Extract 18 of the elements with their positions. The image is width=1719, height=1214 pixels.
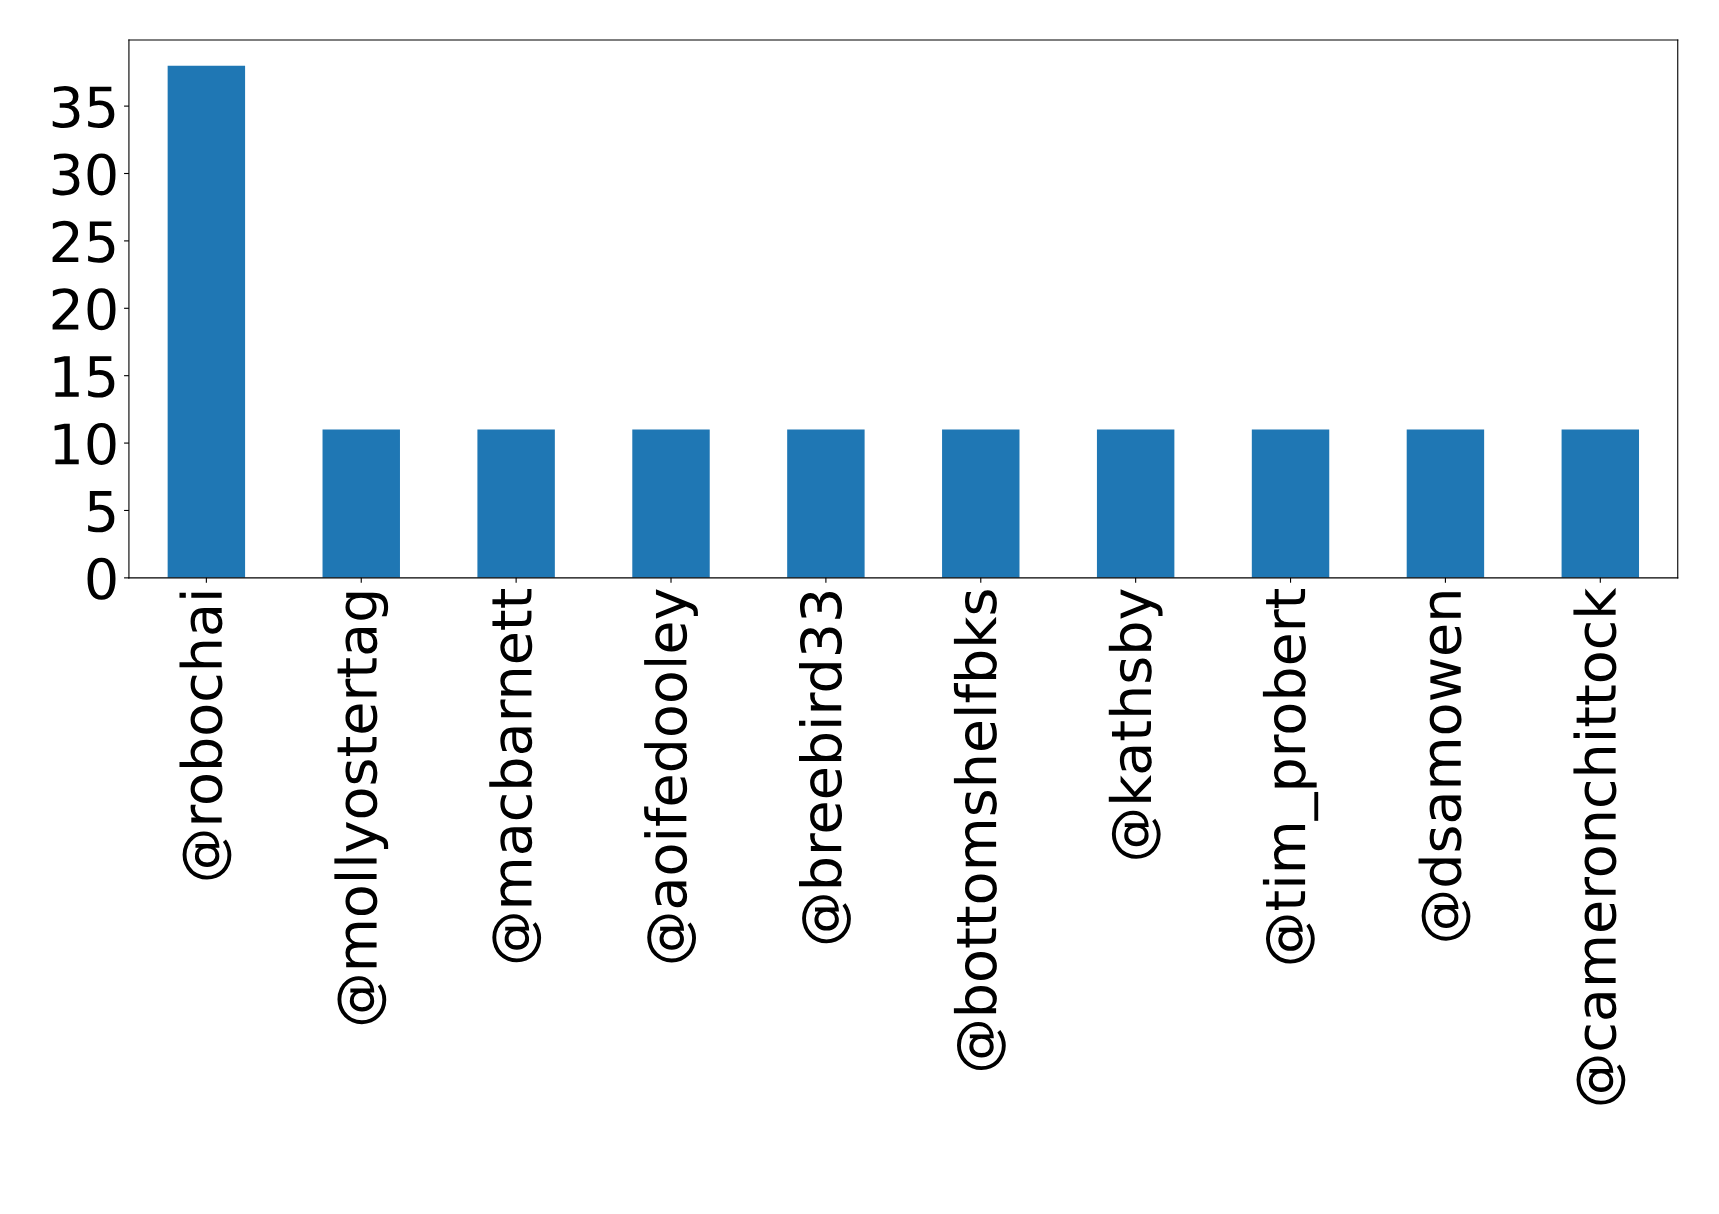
y-tick-label: 35: [52, 85, 115, 128]
x-tick-label: @aoifedooley: [644, 589, 698, 963]
x-tick-label: @macbarnett: [489, 588, 542, 963]
y-tick-label: 25: [52, 220, 115, 263]
x-tick-label: @tim_probert: [1262, 588, 1319, 964]
x-tick-label: @breebird33: [799, 592, 851, 944]
y-tick-label: 10: [54, 422, 116, 465]
y-tick-label: 5: [88, 491, 115, 533]
y-tick-label: 30: [52, 153, 116, 196]
y-tick-label: 20: [52, 288, 116, 331]
x-tick-label: @robochai: [179, 592, 232, 880]
x-tick-label: @mollyostertag: [334, 592, 389, 1025]
x-tick-label: @bottomshelfbks: [953, 590, 1006, 1071]
y-tick-label: 0: [87, 557, 116, 600]
x-tick-label: @cameronchittock: [1573, 587, 1626, 1105]
y-tick-label: 15: [54, 356, 115, 398]
x-tick-label: @kathsby: [1108, 589, 1163, 859]
x-tick-label: @dsamowen: [1418, 592, 1471, 941]
